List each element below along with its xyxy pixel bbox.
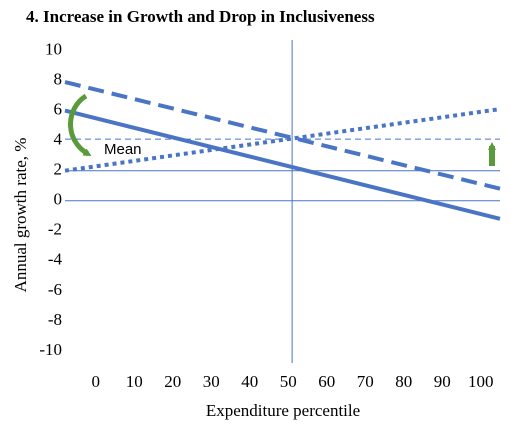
y-tick-label: 2 <box>54 160 63 179</box>
x-tick-label: 20 <box>164 372 181 391</box>
y-tick-label: -2 <box>48 220 62 239</box>
curved-arrow <box>68 93 92 157</box>
x-tick-label: 40 <box>241 372 258 391</box>
y-tick-label: 8 <box>54 69 63 88</box>
series-line <box>64 108 501 221</box>
y-axis-label: Annual growth rate, % <box>11 138 30 293</box>
annotation: Mean <box>104 141 142 158</box>
series-line <box>64 80 501 191</box>
y-tick-label: -4 <box>48 250 63 269</box>
x-tick-label: 60 <box>318 372 335 391</box>
y-tick-label: 4 <box>54 130 63 149</box>
x-tick-label: 90 <box>434 372 451 391</box>
x-tick-label: 10 <box>126 372 143 391</box>
y-tick-label: -10 <box>39 340 62 359</box>
y-tick-label: 0 <box>54 190 63 209</box>
y-tick-label: -6 <box>48 280 62 299</box>
series-line <box>64 107 501 173</box>
x-tick-label: 80 <box>395 372 412 391</box>
x-tick-label: 0 <box>92 372 101 391</box>
y-tick-label: 10 <box>45 39 62 58</box>
chart-title: 4. Increase in Growth and Drop in Inclus… <box>26 7 375 26</box>
y-tick-label: -8 <box>48 310 62 329</box>
x-tick-label: 70 <box>357 372 374 391</box>
x-tick-label: 30 <box>203 372 220 391</box>
x-axis-label: Expenditure percentile <box>206 401 360 420</box>
x-tick-label: 100 <box>468 372 494 391</box>
x-tick-label: 50 <box>280 372 297 391</box>
y-tick-label: 6 <box>54 100 63 119</box>
